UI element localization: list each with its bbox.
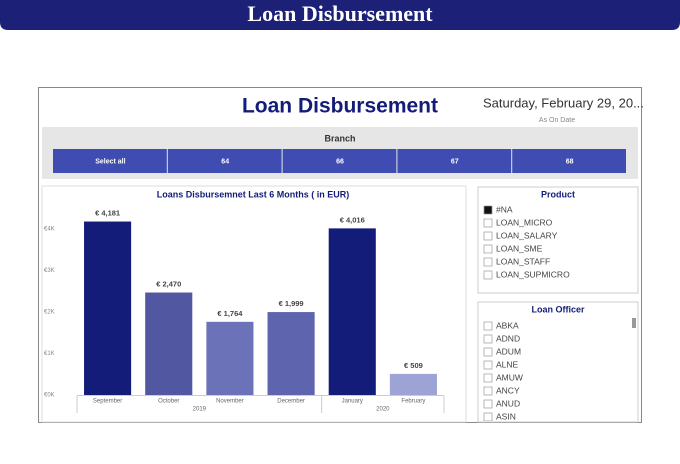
checkbox[interactable] xyxy=(483,244,493,254)
officer-item[interactable]: ABKA xyxy=(496,320,519,330)
product-item[interactable]: LOAN_SALARY xyxy=(496,230,558,240)
x-group-label: 2019 xyxy=(193,407,207,413)
checkbox[interactable] xyxy=(483,399,493,409)
officer-item[interactable]: ANUD xyxy=(496,398,520,408)
checkbox[interactable] xyxy=(483,412,493,421)
bar xyxy=(84,221,132,395)
officer-title: Loan Officer xyxy=(531,304,585,314)
dashboard-title: Loan Disbursement xyxy=(242,95,438,118)
y-tick-label: €1K xyxy=(44,351,55,357)
x-tick-label: October xyxy=(158,399,179,405)
x-tick-label: December xyxy=(277,399,305,405)
officer-list: ABKA ADND ADUM ALNE AMUW ANCY ANUD ASIN xyxy=(483,320,523,421)
value-label: € 1,764 xyxy=(217,309,243,318)
x-tick-label: September xyxy=(93,399,122,405)
product-item[interactable]: #NA xyxy=(496,204,513,214)
officer-panel xyxy=(477,301,639,423)
product-item[interactable]: LOAN_MICRO xyxy=(496,217,553,227)
checkbox[interactable] xyxy=(483,386,493,396)
branch-button-label: 67 xyxy=(451,158,459,165)
officer-item[interactable]: ALNE xyxy=(496,359,519,369)
branch-button[interactable] xyxy=(512,149,626,173)
y-tick-label: €3K xyxy=(44,268,55,274)
banner-title: Loan Disbursement xyxy=(247,1,433,26)
date: Saturday, February 29, 20... xyxy=(483,95,644,110)
bar xyxy=(267,312,315,395)
chart-title: Loans Disbursemnet Last 6 Months ( in EU… xyxy=(157,189,350,199)
value-label: € 2,470 xyxy=(156,280,181,289)
branch-button-label: Select all xyxy=(95,158,125,165)
checkbox[interactable] xyxy=(483,373,493,383)
branch-button-label: 66 xyxy=(336,158,344,165)
x-tick-label: November xyxy=(216,399,244,405)
value-label: € 4,181 xyxy=(95,209,120,218)
checkbox[interactable] xyxy=(483,360,493,370)
checkbox[interactable] xyxy=(483,257,493,267)
officer-item[interactable]: AMUW xyxy=(496,372,523,382)
checkbox[interactable] xyxy=(483,205,493,215)
branch-button-label: 68 xyxy=(566,158,574,165)
officer-item[interactable]: ANCY xyxy=(496,385,520,395)
branch-button[interactable] xyxy=(397,149,512,173)
value-label: € 1,999 xyxy=(279,299,304,308)
checkbox[interactable] xyxy=(483,218,493,228)
x-tick-label: February xyxy=(401,399,425,405)
product-item[interactable]: LOAN_SME xyxy=(496,243,543,253)
date-caption: As On Date xyxy=(539,117,575,124)
officer-item[interactable]: ADUM xyxy=(496,346,521,356)
x-group-label: 2020 xyxy=(376,407,390,413)
checkbox[interactable] xyxy=(483,321,493,331)
bar xyxy=(206,321,254,395)
checkbox[interactable] xyxy=(483,347,493,357)
y-tick-label: €0K xyxy=(44,393,55,399)
checkbox[interactable] xyxy=(483,231,493,241)
scrollbar[interactable] xyxy=(632,318,636,328)
bar xyxy=(145,292,193,395)
checkbox[interactable] xyxy=(483,270,493,280)
bar xyxy=(328,228,376,395)
branch-button[interactable] xyxy=(167,149,282,173)
value-label: € 4,016 xyxy=(340,215,365,224)
product-item[interactable]: LOAN_SUPMICRO xyxy=(496,269,570,279)
y-tick-label: €2K xyxy=(44,310,55,316)
product-item[interactable]: LOAN_STAFF xyxy=(496,256,550,266)
officer-item[interactable]: ASIN xyxy=(496,411,516,421)
banner xyxy=(0,0,680,30)
x-tick-label: January xyxy=(342,399,363,405)
branch-button-label: 64 xyxy=(221,158,229,165)
product-title: Product xyxy=(541,189,575,199)
bar xyxy=(389,373,437,395)
product-panel xyxy=(477,186,639,294)
value-label: € 509 xyxy=(404,361,423,370)
officer-item[interactable]: ADND xyxy=(496,333,520,343)
branch-title: Branch xyxy=(324,133,355,143)
y-tick-label: €4K xyxy=(44,227,55,233)
branch-button[interactable] xyxy=(53,149,167,173)
branch-button[interactable] xyxy=(282,149,397,173)
checkbox[interactable] xyxy=(483,334,493,344)
